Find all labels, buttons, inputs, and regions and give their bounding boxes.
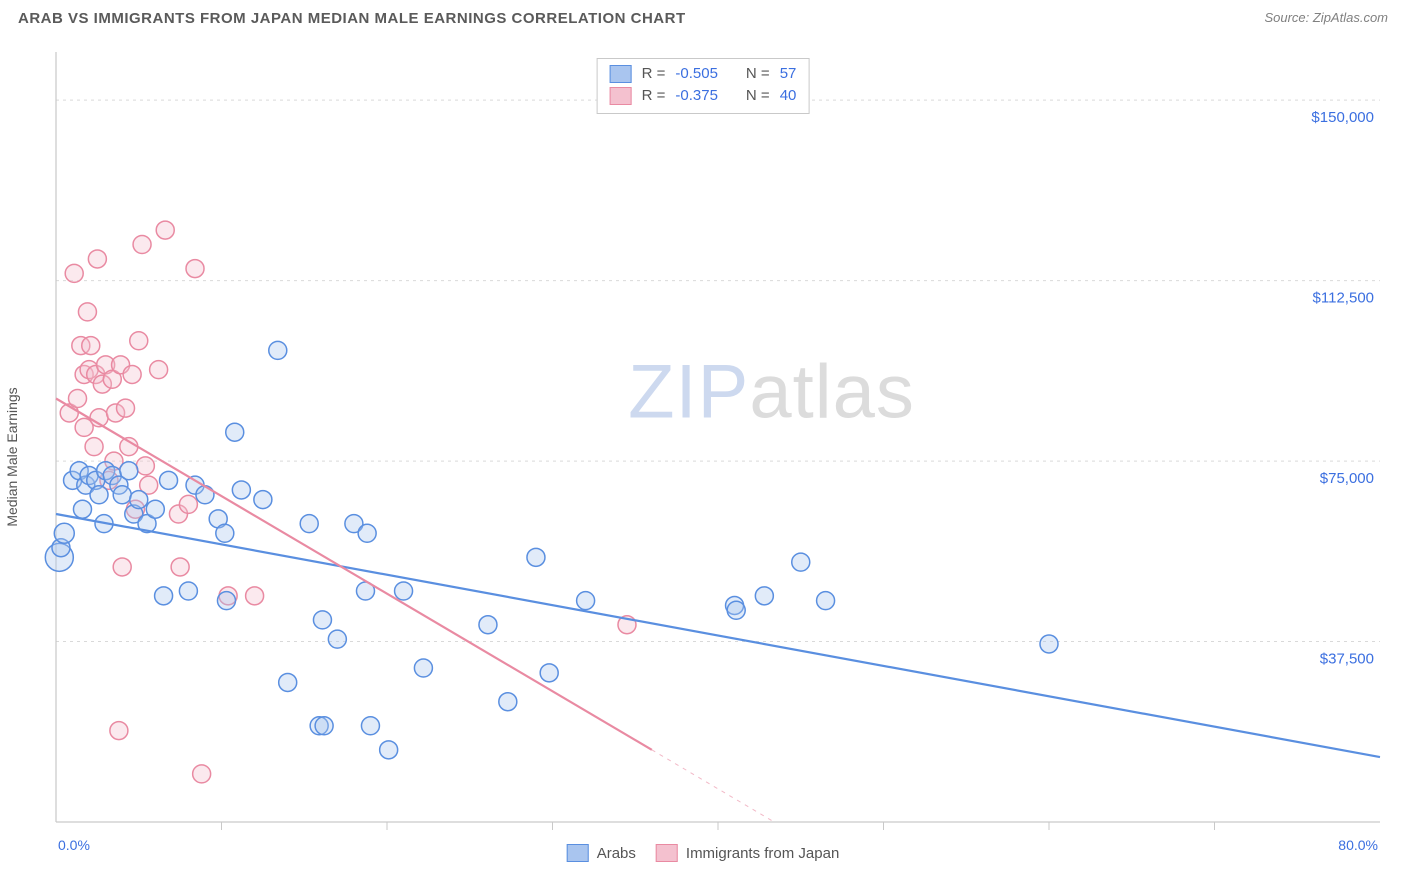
svg-text:0.0%: 0.0% — [58, 837, 90, 853]
stat-r-value: -0.505 — [675, 63, 718, 85]
y-axis-label: Median Male Earnings — [4, 387, 20, 526]
chart-header: ARAB VS IMMIGRANTS FROM JAPAN MEDIAN MAL… — [0, 0, 1406, 52]
legend-series-label: Immigrants from Japan — [686, 845, 839, 862]
svg-text:$75,000: $75,000 — [1320, 470, 1374, 487]
stat-n-value: 57 — [780, 63, 797, 85]
stat-r-label: R = — [642, 63, 666, 85]
legend-swatch — [567, 844, 589, 862]
legend-stats: R = -0.505 N = 57 R = -0.375 N = 40 — [597, 58, 810, 114]
plot-area: Median Male Earnings $37,500$75,000$112,… — [18, 52, 1388, 862]
legend-swatch — [610, 87, 632, 105]
stat-r-label: R = — [642, 85, 666, 107]
chart-title: ARAB VS IMMIGRANTS FROM JAPAN MEDIAN MAL… — [18, 10, 686, 27]
svg-text:$150,000: $150,000 — [1311, 109, 1374, 126]
svg-text:$112,500: $112,500 — [1313, 290, 1374, 307]
legend-series-item: Immigrants from Japan — [656, 844, 839, 862]
source-label: Source: ZipAtlas.com — [1264, 10, 1388, 25]
legend-series-label: Arabs — [597, 845, 636, 862]
legend-series: Arabs Immigrants from Japan — [567, 844, 840, 862]
chart-svg: $37,500 $75,000 $112,500 $150,000 0.0% 80.0% — [18, 52, 1388, 862]
stat-n-label: N = — [746, 63, 770, 85]
legend-stats-row: R = -0.375 N = 40 — [610, 85, 797, 107]
legend-series-item: Arabs — [567, 844, 636, 862]
legend-swatch — [656, 844, 678, 862]
stat-r-value: -0.375 — [675, 85, 718, 107]
svg-text:80.0%: 80.0% — [1338, 837, 1378, 853]
stat-n-label: N = — [746, 85, 770, 107]
svg-text:$37,500: $37,500 — [1320, 651, 1374, 668]
legend-swatch — [610, 65, 632, 83]
stat-n-value: 40 — [780, 85, 797, 107]
legend-stats-row: R = -0.505 N = 57 — [610, 63, 797, 85]
